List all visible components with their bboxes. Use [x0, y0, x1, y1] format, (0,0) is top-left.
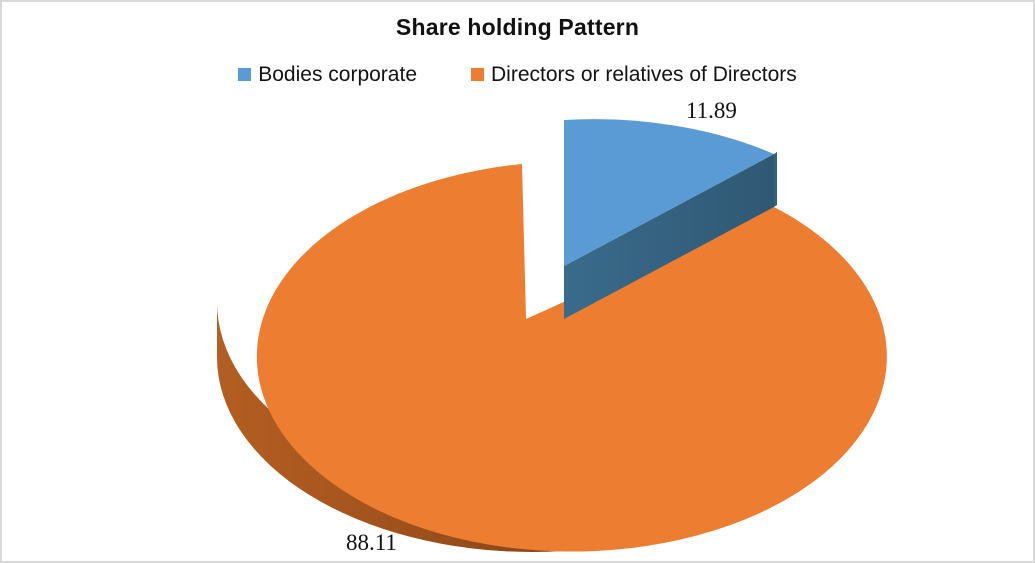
legend-item-label: Directors or relatives of Directors: [491, 63, 797, 86]
square-swatch-icon: [471, 68, 484, 81]
legend-item-directors-or-relatives[interactable]: Directors or relatives of Directors: [471, 64, 797, 85]
pie-slice-top-face: [564, 119, 774, 266]
pie-slice-directors-or-relatives[interactable]: [217, 164, 887, 552]
pie-slice-side-wall-cap: [774, 152, 777, 207]
pie-slice-bodies-corporate[interactable]: [564, 119, 777, 319]
pie-slice-side-wall: [564, 154, 774, 319]
chart-title: Share holding Pattern: [395, 14, 640, 40]
chart-legend: Bodies corporate Directors or relatives …: [2, 64, 1033, 85]
legend-item-bodies-corporate[interactable]: Bodies corporate: [238, 64, 417, 85]
legend-item-label: Bodies corporate: [258, 63, 417, 86]
data-label-directors-or-relatives: 88.11: [346, 530, 397, 555]
data-label-bodies-corporate: 11.89: [686, 98, 737, 123]
square-swatch-icon: [238, 68, 252, 81]
pie-slice-top-face: [256, 164, 887, 552]
